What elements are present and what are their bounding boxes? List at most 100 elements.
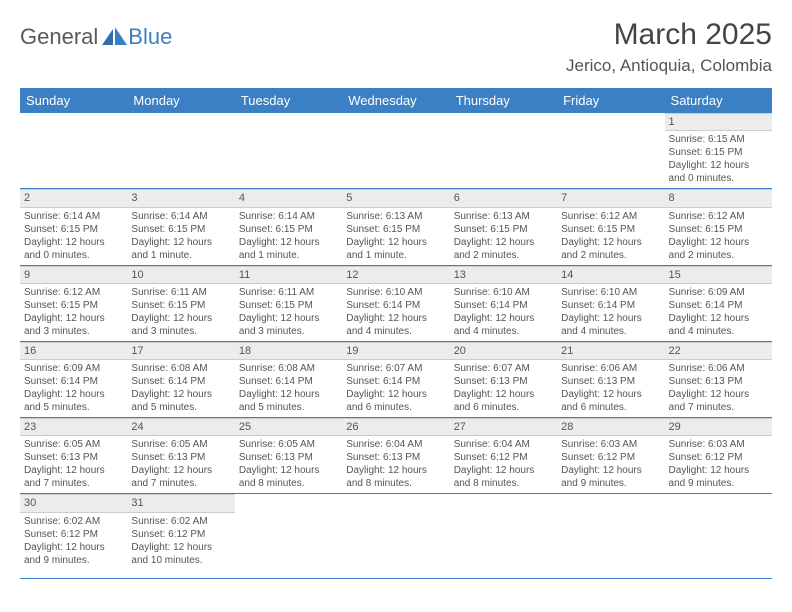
sunset-line: Sunset: 6:15 PM [454,223,553,236]
calendar-cell [20,113,127,189]
col-sunday: Sunday [20,88,127,113]
sunset-line: Sunset: 6:14 PM [24,375,123,388]
calendar-cell [450,494,557,578]
calendar-cell: 12Sunrise: 6:10 AMSunset: 6:14 PMDayligh… [342,265,449,341]
calendar-cell: 7Sunrise: 6:12 AMSunset: 6:15 PMDaylight… [557,189,664,265]
day-number: 22 [665,342,772,360]
daylight-line: Daylight: 12 hours and 3 minutes. [131,312,230,338]
sunrise-line: Sunrise: 6:09 AM [669,286,768,299]
sunset-line: Sunset: 6:15 PM [239,299,338,312]
sunrise-line: Sunrise: 6:11 AM [239,286,338,299]
day-details: Sunrise: 6:05 AMSunset: 6:13 PMDaylight:… [127,436,234,493]
daylight-line: Daylight: 12 hours and 7 minutes. [131,464,230,490]
col-tuesday: Tuesday [235,88,342,113]
logo: General Blue [20,18,172,50]
sunrise-line: Sunrise: 6:10 AM [346,286,445,299]
sunrise-line: Sunrise: 6:14 AM [24,210,123,223]
calendar-cell: 20Sunrise: 6:07 AMSunset: 6:13 PMDayligh… [450,341,557,417]
day-number: 8 [665,189,772,207]
sunrise-line: Sunrise: 6:02 AM [131,515,230,528]
day-details: Sunrise: 6:10 AMSunset: 6:14 PMDaylight:… [342,284,449,341]
day-details: Sunrise: 6:12 AMSunset: 6:15 PMDaylight:… [557,208,664,265]
sunrise-line: Sunrise: 6:12 AM [669,210,768,223]
day-details: Sunrise: 6:14 AMSunset: 6:15 PMDaylight:… [20,208,127,265]
day-number: 5 [342,189,449,207]
sunrise-line: Sunrise: 6:03 AM [561,438,660,451]
day-number: 30 [20,494,127,512]
calendar-cell: 29Sunrise: 6:03 AMSunset: 6:12 PMDayligh… [665,418,772,494]
calendar-cell: 31Sunrise: 6:02 AMSunset: 6:12 PMDayligh… [127,494,234,578]
calendar-cell: 4Sunrise: 6:14 AMSunset: 6:15 PMDaylight… [235,189,342,265]
calendar-cell: 14Sunrise: 6:10 AMSunset: 6:14 PMDayligh… [557,265,664,341]
sunrise-line: Sunrise: 6:04 AM [346,438,445,451]
daylight-line: Daylight: 12 hours and 7 minutes. [24,464,123,490]
daylight-line: Daylight: 12 hours and 3 minutes. [239,312,338,338]
daylight-line: Daylight: 12 hours and 4 minutes. [561,312,660,338]
daylight-line: Daylight: 12 hours and 8 minutes. [346,464,445,490]
day-number: 15 [665,266,772,284]
calendar-cell [235,494,342,578]
daylight-line: Daylight: 12 hours and 2 minutes. [561,236,660,262]
calendar-cell: 9Sunrise: 6:12 AMSunset: 6:15 PMDaylight… [20,265,127,341]
day-number: 25 [235,418,342,436]
calendar-cell: 22Sunrise: 6:06 AMSunset: 6:13 PMDayligh… [665,341,772,417]
day-details: Sunrise: 6:10 AMSunset: 6:14 PMDaylight:… [557,284,664,341]
sunset-line: Sunset: 6:15 PM [669,146,768,159]
page-title: March 2025 [566,18,772,52]
day-number: 6 [450,189,557,207]
day-details: Sunrise: 6:11 AMSunset: 6:15 PMDaylight:… [235,284,342,341]
calendar-row: 16Sunrise: 6:09 AMSunset: 6:14 PMDayligh… [20,341,772,417]
sunset-line: Sunset: 6:14 PM [454,299,553,312]
day-number: 20 [450,342,557,360]
sunset-line: Sunset: 6:12 PM [669,451,768,464]
day-number: 23 [20,418,127,436]
calendar-cell [342,113,449,189]
day-details: Sunrise: 6:03 AMSunset: 6:12 PMDaylight:… [557,436,664,493]
calendar-table: Sunday Monday Tuesday Wednesday Thursday… [20,88,772,579]
daylight-line: Daylight: 12 hours and 3 minutes. [24,312,123,338]
sunset-line: Sunset: 6:14 PM [669,299,768,312]
daylight-line: Daylight: 12 hours and 0 minutes. [669,159,768,185]
sunset-line: Sunset: 6:15 PM [131,223,230,236]
day-details: Sunrise: 6:09 AMSunset: 6:14 PMDaylight:… [20,360,127,417]
day-details: Sunrise: 6:08 AMSunset: 6:14 PMDaylight:… [127,360,234,417]
sunset-line: Sunset: 6:13 PM [346,451,445,464]
sunset-line: Sunset: 6:14 PM [346,375,445,388]
day-number: 11 [235,266,342,284]
sunset-line: Sunset: 6:14 PM [239,375,338,388]
sunset-line: Sunset: 6:12 PM [131,528,230,541]
calendar-cell [342,494,449,578]
logo-word1: General [20,24,98,50]
day-number: 3 [127,189,234,207]
sunrise-line: Sunrise: 6:10 AM [454,286,553,299]
calendar-cell: 8Sunrise: 6:12 AMSunset: 6:15 PMDaylight… [665,189,772,265]
col-monday: Monday [127,88,234,113]
calendar-row: 23Sunrise: 6:05 AMSunset: 6:13 PMDayligh… [20,418,772,494]
day-number: 29 [665,418,772,436]
day-details: Sunrise: 6:05 AMSunset: 6:13 PMDaylight:… [235,436,342,493]
sunrise-line: Sunrise: 6:15 AM [669,133,768,146]
day-number: 7 [557,189,664,207]
sunset-line: Sunset: 6:14 PM [561,299,660,312]
daylight-line: Daylight: 12 hours and 10 minutes. [131,541,230,567]
day-details: Sunrise: 6:05 AMSunset: 6:13 PMDaylight:… [20,436,127,493]
sunset-line: Sunset: 6:14 PM [346,299,445,312]
calendar-cell: 21Sunrise: 6:06 AMSunset: 6:13 PMDayligh… [557,341,664,417]
sunset-line: Sunset: 6:13 PM [669,375,768,388]
day-number: 19 [342,342,449,360]
day-number: 1 [665,113,772,131]
sunset-line: Sunset: 6:15 PM [561,223,660,236]
calendar-cell: 13Sunrise: 6:10 AMSunset: 6:14 PMDayligh… [450,265,557,341]
day-number: 21 [557,342,664,360]
daylight-line: Daylight: 12 hours and 2 minutes. [454,236,553,262]
daylight-line: Daylight: 12 hours and 5 minutes. [131,388,230,414]
day-details: Sunrise: 6:08 AMSunset: 6:14 PMDaylight:… [235,360,342,417]
daylight-line: Daylight: 12 hours and 7 minutes. [669,388,768,414]
calendar-cell [557,494,664,578]
sunrise-line: Sunrise: 6:14 AM [131,210,230,223]
sunset-line: Sunset: 6:13 PM [239,451,338,464]
page-subtitle: Jerico, Antioquia, Colombia [566,56,772,76]
daylight-line: Daylight: 12 hours and 9 minutes. [24,541,123,567]
calendar-cell: 27Sunrise: 6:04 AMSunset: 6:12 PMDayligh… [450,418,557,494]
day-number: 26 [342,418,449,436]
